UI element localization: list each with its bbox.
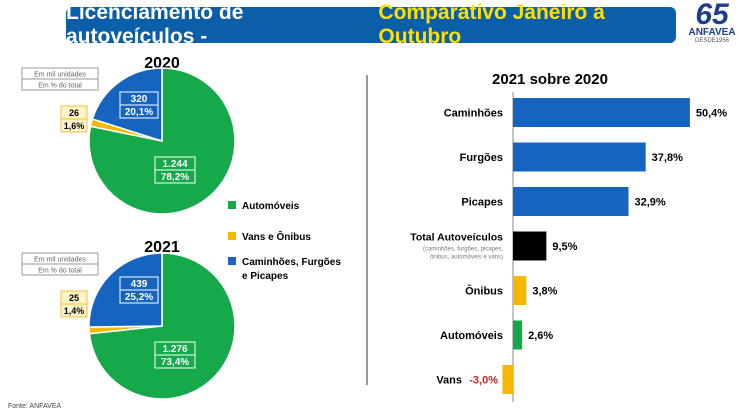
label-box	[119, 289, 159, 304]
legend-swatch	[228, 201, 236, 209]
legend-swatch	[228, 232, 236, 240]
bar	[502, 365, 513, 394]
bar-value: -3,0%	[469, 375, 498, 387]
slice-value: 1.244	[162, 159, 187, 170]
pie-slice	[88, 67, 236, 215]
label-box	[21, 263, 99, 276]
units-label: Em mil unidades	[34, 72, 86, 79]
legend-label: Automóveis	[242, 201, 300, 212]
bar-subnote: ônibus, automóveis e vans)	[430, 255, 503, 261]
slice-pct: 1,4%	[64, 306, 85, 316]
bar-chart-title: 2021 sobre 2020	[492, 71, 608, 88]
slice-value: 26	[69, 108, 79, 118]
bar-category: Caminhões	[444, 108, 503, 120]
bar-category: Furgões	[460, 152, 503, 164]
bar-value: 50,4%	[696, 108, 727, 120]
slice-value: 439	[131, 279, 148, 290]
label-box	[154, 169, 196, 184]
bar	[513, 98, 690, 127]
bar	[513, 142, 646, 172]
legend-label: Vans e Ônibus	[242, 230, 311, 243]
source-note: Fonte: ANFAVEA	[8, 403, 62, 410]
slice-value: 25	[69, 293, 79, 303]
units-label: Em % do total	[38, 83, 82, 90]
slice-pct: 25,2%	[125, 292, 153, 303]
title-highlight: Comparativo Janeiro a Outubro	[378, 1, 605, 48]
bar-value: 32,9%	[634, 197, 665, 209]
legend-swatch	[228, 257, 236, 265]
title-main: Licenciamento de autoveículos -	[66, 1, 244, 48]
slice-pct: 20,1%	[125, 107, 153, 118]
pie-title: 2020	[144, 55, 180, 72]
units-label: Em % do total	[38, 268, 82, 275]
bar	[513, 231, 547, 261]
slice-pct: 73,4%	[161, 357, 189, 368]
units-label: Em mil unidades	[34, 257, 86, 264]
bar-value: 2,6%	[528, 330, 553, 342]
bar-category: Ônibus	[465, 285, 503, 298]
bar	[513, 276, 527, 305]
legend-label: e Picapes	[242, 271, 289, 282]
legend-label: Caminhões, Furgões	[242, 257, 341, 268]
bar-value: 9,5%	[552, 241, 577, 253]
slice-value: 320	[131, 94, 148, 105]
slice-pct: 1,6%	[64, 121, 85, 131]
bar-category: Picapes	[461, 197, 503, 209]
bar-subnote: (caminhões, furgões, picapes,	[423, 247, 503, 253]
bar-value: 37,8%	[652, 152, 683, 164]
label-box	[21, 78, 99, 91]
label-box	[119, 104, 159, 119]
slice-pct: 78,2%	[161, 172, 189, 183]
bar	[513, 187, 629, 216]
label-box	[60, 303, 88, 318]
bar-category: Automóveis	[440, 330, 503, 342]
label-box	[154, 354, 196, 369]
bar-value: 3,8%	[532, 286, 557, 298]
label-box	[60, 118, 88, 133]
anfavea-logo: 65 ANFAVEA DESDE1956	[688, 0, 736, 44]
pie-title: 2021	[144, 239, 180, 256]
slice-value: 1.276	[162, 344, 187, 355]
bar-category: Vans	[436, 375, 462, 387]
bar	[513, 320, 523, 350]
bar-category: Total Autoveículos	[410, 232, 503, 244]
title-banner: Licenciamento de autoveículos - Comparat…	[66, 1, 676, 48]
